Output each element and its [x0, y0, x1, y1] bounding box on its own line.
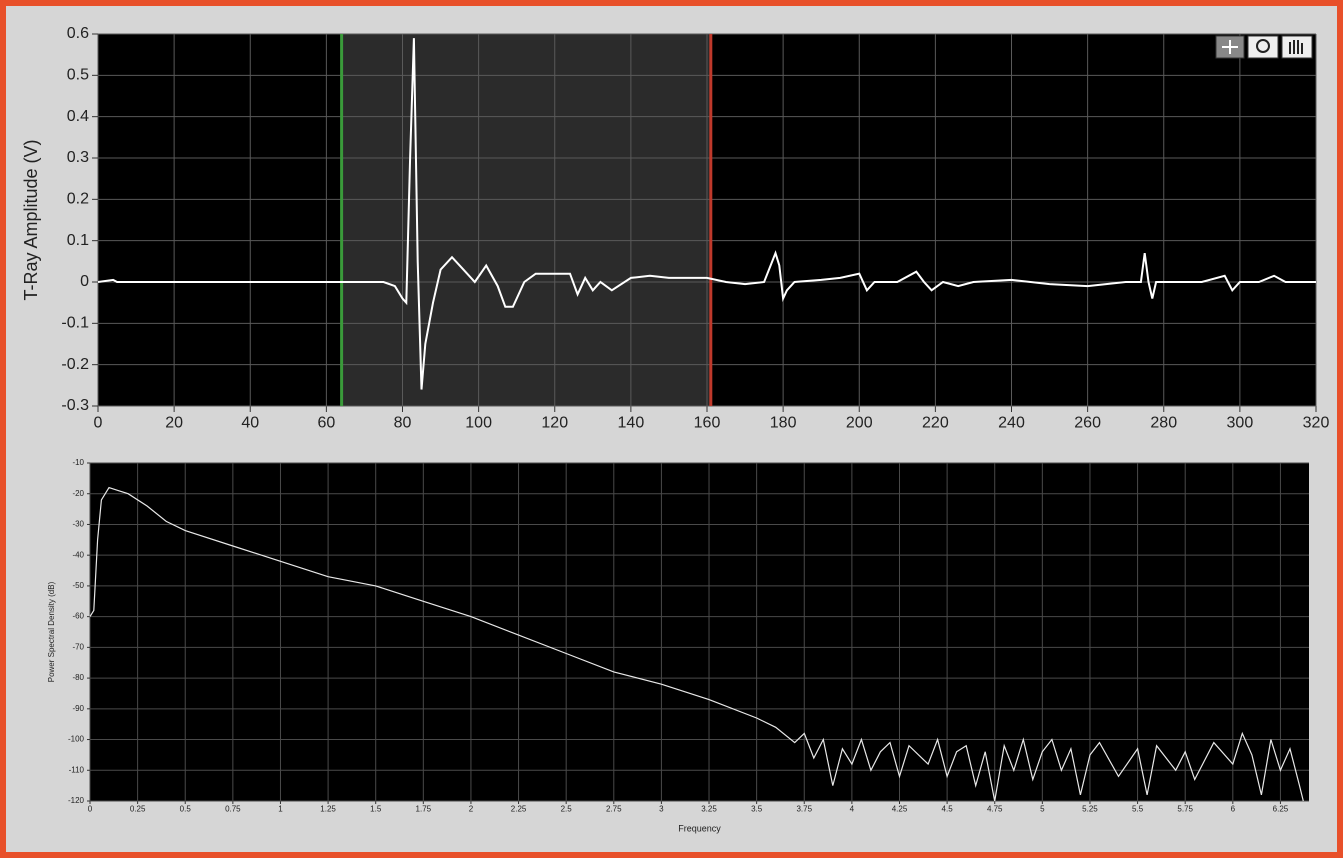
- x-axis-label: Frequency: [678, 823, 721, 833]
- pan-icon: [1289, 40, 1303, 54]
- y-axis-label: Power Spectral Density (dB): [47, 581, 56, 682]
- x-tick-label: 300: [1227, 414, 1254, 431]
- x-tick-label: 280: [1150, 414, 1177, 431]
- x-tick-label: 100: [465, 414, 492, 431]
- zoom-icon: [1256, 39, 1270, 53]
- x-tick-label: 4.75: [987, 805, 1003, 814]
- x-tick-label: 2.5: [561, 805, 573, 814]
- x-tick-label: 0.5: [180, 805, 192, 814]
- y-tick-label: -30: [72, 520, 84, 529]
- x-tick-label: 0: [88, 805, 93, 814]
- x-tick-label: 240: [998, 414, 1025, 431]
- y-tick-label: 0.4: [67, 108, 89, 125]
- x-tick-label: 180: [770, 414, 797, 431]
- y-tick-label: -70: [72, 642, 84, 651]
- y-tick-label: 0: [80, 273, 89, 290]
- x-tick-label: 2: [469, 805, 474, 814]
- x-tick-label: 40: [241, 414, 259, 431]
- y-tick-label: -50: [72, 581, 84, 590]
- x-tick-label: 4.5: [942, 805, 954, 814]
- x-tick-label: 1.25: [320, 805, 336, 814]
- x-tick-label: 320: [1303, 414, 1330, 431]
- x-tick-label: 80: [394, 414, 412, 431]
- signal-line: [89, 486, 1304, 802]
- x-tick-label: 4: [850, 805, 855, 814]
- y-tick-label: -100: [68, 735, 85, 744]
- x-tick-label: 2.25: [511, 805, 527, 814]
- x-tick-label: 3: [659, 805, 664, 814]
- y-tick-label: 0.2: [67, 191, 89, 208]
- x-tick-label: 5: [1040, 805, 1045, 814]
- y-tick-label: -90: [72, 704, 84, 713]
- y-tick-label: -60: [72, 612, 84, 621]
- y-tick-label: -80: [72, 673, 84, 682]
- plot-area: [90, 463, 1309, 801]
- y-tick-label: -0.2: [61, 356, 89, 373]
- x-tick-label: 5.75: [1177, 805, 1193, 814]
- selected-region: [341, 34, 711, 406]
- x-tick-label: 1.5: [370, 805, 382, 814]
- x-tick-label: 3.75: [796, 805, 812, 814]
- x-tick-label: 0: [94, 414, 103, 431]
- x-tick-label: 6: [1231, 805, 1236, 814]
- y-tick-label: -110: [69, 765, 85, 774]
- x-tick-label: 5.25: [1082, 805, 1098, 814]
- cursor-icon: [1222, 40, 1238, 54]
- x-tick-label: 20: [165, 414, 183, 431]
- y-tick-label: 0.1: [67, 232, 89, 249]
- signal-line: [97, 38, 1316, 390]
- y-tick-label: 0.3: [67, 149, 89, 166]
- x-tick-label: 60: [317, 414, 335, 431]
- x-tick-label: 200: [846, 414, 873, 431]
- x-tick-label: 1: [278, 805, 283, 814]
- x-tick-label: 5.5: [1132, 805, 1144, 814]
- x-tick-label: 3.25: [701, 805, 717, 814]
- x-tick-label: 220: [922, 414, 949, 431]
- y-axis-label: T-Ray Amplitude (V): [21, 139, 41, 300]
- y-tick-label: 0.5: [67, 67, 89, 84]
- x-tick-label: 140: [618, 414, 645, 431]
- x-tick-label: 120: [541, 414, 568, 431]
- y-tick-label: -120: [68, 796, 85, 805]
- x-tick-label: 3.5: [751, 805, 763, 814]
- y-tick-label: -0.3: [61, 397, 89, 414]
- x-tick-label: 260: [1074, 414, 1101, 431]
- x-tick-label: 1.75: [416, 805, 432, 814]
- y-tick-label: -10: [72, 458, 84, 467]
- zoom-tool[interactable]: [1247, 35, 1279, 59]
- x-tick-label: 4.25: [892, 805, 908, 814]
- x-tick-label: 0.75: [225, 805, 241, 814]
- y-tick-label: -20: [72, 489, 84, 498]
- x-tick-label: 6.25: [1273, 805, 1289, 814]
- y-tick-label: 0.6: [67, 25, 89, 42]
- x-tick-label: 160: [694, 414, 721, 431]
- y-tick-label: -40: [72, 550, 84, 559]
- x-tick-label: 0.25: [130, 805, 146, 814]
- y-tick-label: -0.1: [61, 315, 89, 332]
- graph-toolbar: [1215, 35, 1313, 59]
- x-tick-label: 2.75: [606, 805, 622, 814]
